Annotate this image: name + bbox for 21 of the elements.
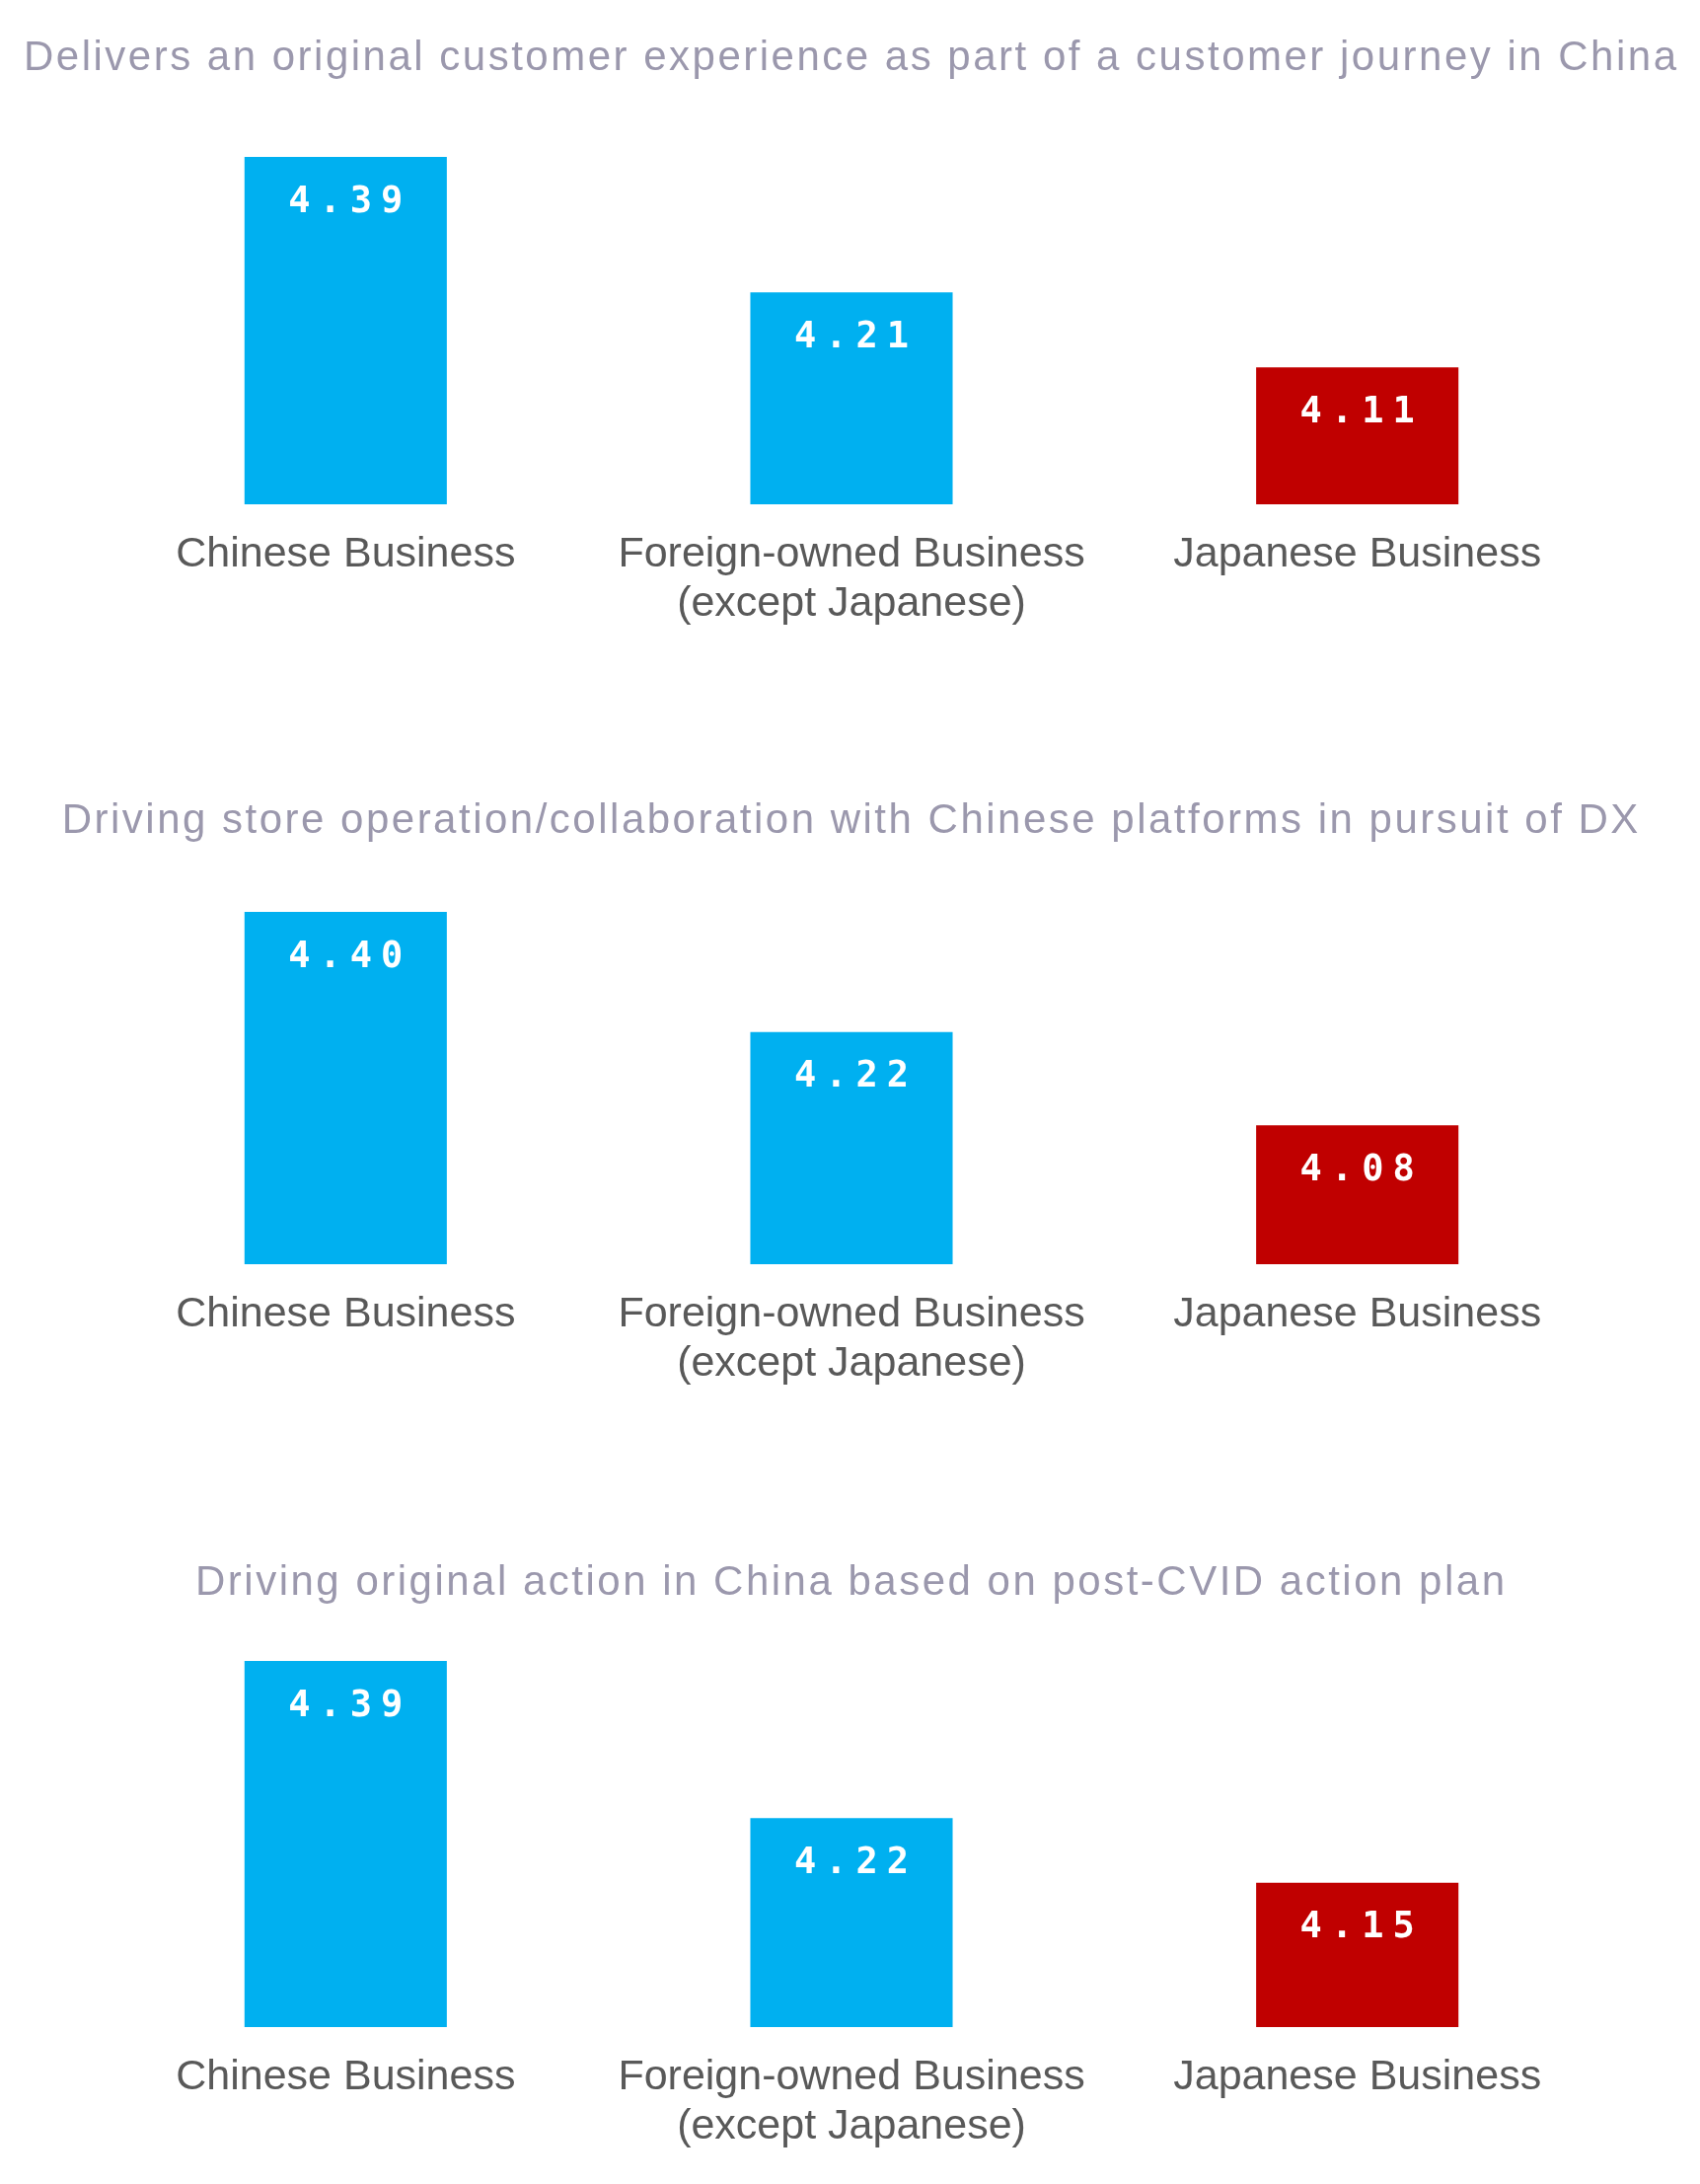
data-label: 4.39 xyxy=(288,1682,412,1725)
chart-title: Driving store operation/collaboration with Chinese platforms in pursuit of DX xyxy=(61,794,1641,842)
chart-title: Delivers an original customer experience as part of a customer journey in China xyxy=(23,32,1679,79)
data-label: 4.15 xyxy=(1299,1904,1424,1947)
data-label: 4.22 xyxy=(793,1839,919,1882)
x-tick-label: Foreign-owned Business (except Japanese) xyxy=(618,1288,1085,1386)
data-label: 4.08 xyxy=(1299,1146,1424,1189)
x-tick-label: Chinese Business xyxy=(176,1288,516,1336)
data-label: 4.39 xyxy=(288,178,412,221)
x-tick-label: Japanese Business xyxy=(1173,2051,1542,2099)
x-tick-label: Foreign-owned Business (except Japanese) xyxy=(618,528,1085,626)
x-tick-label: Japanese Business xyxy=(1173,528,1542,576)
data-label: 4.11 xyxy=(1299,388,1424,431)
x-tick-label: Chinese Business xyxy=(176,528,516,576)
data-label: 4.21 xyxy=(793,313,919,356)
x-tick-label: Japanese Business xyxy=(1173,1288,1542,1336)
data-label: 4.40 xyxy=(288,933,412,976)
x-tick-label: Chinese Business xyxy=(176,2051,516,2099)
data-label: 4.22 xyxy=(793,1053,919,1096)
x-tick-label: Foreign-owned Business (except Japanese) xyxy=(618,2051,1085,2148)
chart-title: Driving original action in China based on post-CVID action plan xyxy=(195,1556,1508,1604)
